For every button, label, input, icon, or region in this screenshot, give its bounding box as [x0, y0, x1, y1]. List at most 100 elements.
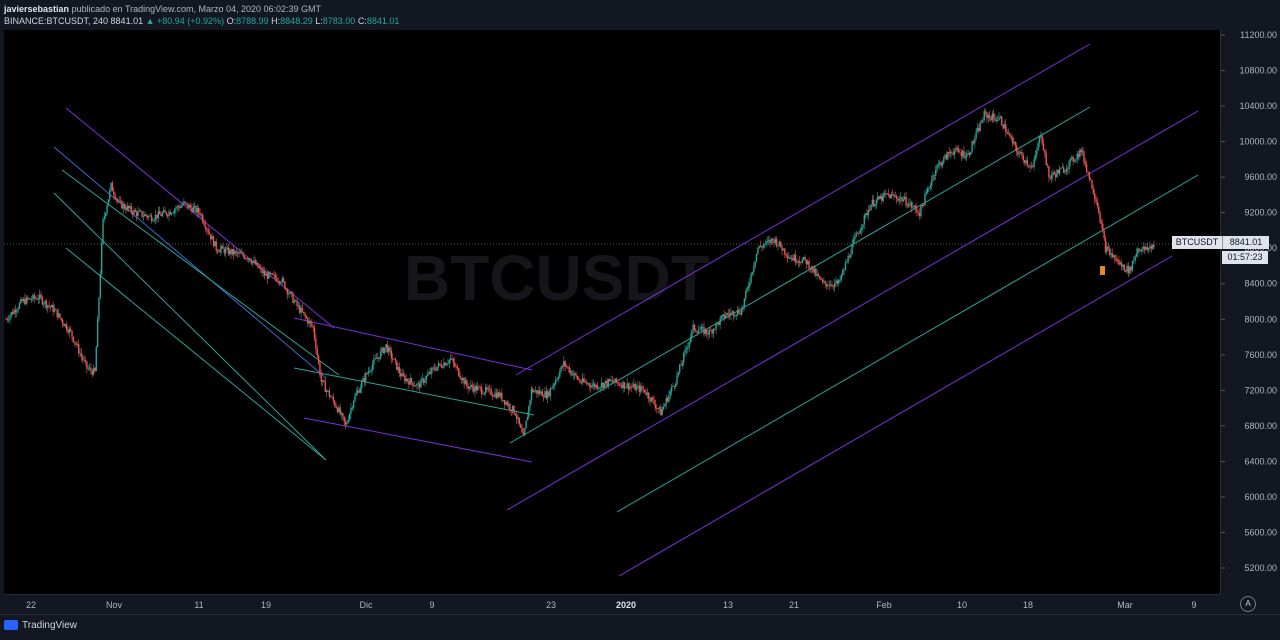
candle-body — [269, 272, 271, 275]
symbol-label[interactable]: BINANCE:BTCUSDT, 240 — [4, 16, 109, 26]
trend-line[interactable] — [618, 255, 1173, 577]
trend-lines[interactable] — [53, 43, 1199, 577]
candle-body — [565, 366, 568, 368]
trend-line[interactable] — [61, 169, 340, 376]
author-name[interactable]: javiersebastian — [4, 4, 70, 14]
auto-scale-button[interactable]: A — [1240, 596, 1256, 612]
candle-body — [1102, 224, 1104, 231]
candle-body — [410, 378, 413, 383]
candle-body — [978, 127, 980, 132]
candle-body — [137, 211, 139, 216]
candle-body — [762, 245, 764, 248]
candle-body — [561, 366, 564, 368]
candle-body — [284, 281, 286, 289]
candle-body — [598, 387, 600, 389]
candle-body — [765, 241, 767, 245]
candle-body — [1142, 246, 1144, 249]
candle-body — [521, 427, 523, 433]
candle-body — [1085, 164, 1088, 172]
candle-body — [757, 248, 759, 254]
candle-body — [436, 366, 438, 371]
candle-body — [734, 315, 736, 317]
candle-body — [30, 299, 33, 301]
candle-body — [802, 256, 805, 260]
candle-body — [750, 273, 752, 283]
candle-body — [726, 313, 728, 316]
candle-body — [123, 204, 126, 209]
candle-body — [53, 309, 56, 313]
candle-body — [336, 407, 339, 412]
candle-body — [948, 152, 950, 154]
candle-body — [972, 141, 975, 144]
time-axis-svg[interactable]: 22 Nov 11 19 Dic 9 23 2020 13 21 Feb 10 18 Mar 9 — [4, 595, 1220, 615]
candle-body — [1023, 160, 1026, 163]
candle-body — [753, 266, 755, 272]
trend-line[interactable] — [293, 367, 535, 416]
trend-line[interactable] — [293, 317, 533, 371]
candle-body — [633, 383, 635, 387]
candle-body — [405, 378, 407, 382]
candle-body — [759, 245, 762, 247]
candle-body — [451, 358, 453, 360]
candle-body — [646, 392, 649, 395]
candle-body — [437, 363, 440, 367]
candle-body — [80, 353, 83, 357]
candle-body — [373, 359, 375, 365]
candle-body — [823, 281, 825, 282]
candle-body — [926, 188, 929, 193]
candle-body — [162, 210, 165, 214]
candle-body — [133, 209, 135, 215]
candle-body — [1115, 259, 1117, 261]
candle-body — [637, 385, 639, 387]
candle-body — [689, 337, 692, 343]
candle-body — [226, 247, 228, 249]
candle-body — [371, 364, 374, 371]
candle-body — [1057, 169, 1060, 174]
trend-line[interactable] — [53, 192, 327, 461]
candle-body — [943, 157, 945, 163]
candle-body — [130, 206, 133, 212]
candle-body — [1063, 167, 1065, 173]
y-tick-label: 10400.00 — [1239, 101, 1277, 111]
candle-body — [1147, 247, 1150, 250]
trend-line[interactable] — [506, 110, 1199, 511]
trend-line[interactable] — [65, 247, 327, 461]
candle-body — [641, 386, 643, 390]
candle-body — [940, 162, 942, 166]
candle-body — [875, 199, 878, 205]
trend-line[interactable] — [53, 146, 327, 379]
candle-body — [918, 213, 921, 217]
candle-body — [745, 290, 747, 299]
candle-body — [140, 210, 142, 212]
candle-body — [83, 359, 85, 361]
candle-body — [990, 117, 992, 121]
trend-line[interactable] — [616, 174, 1199, 513]
candle-body — [276, 278, 278, 282]
candle-body — [282, 278, 285, 282]
candle-body — [421, 378, 424, 380]
candle-body — [246, 258, 248, 260]
candle-body — [701, 326, 704, 328]
price-axis-svg[interactable]: 11200.00 10800.00 10400.00 10000.00 9600.00 9… — [1221, 30, 1280, 594]
candle-body — [656, 408, 658, 409]
candle-body — [868, 210, 871, 212]
candle-body — [315, 338, 317, 350]
candle-body — [917, 212, 919, 214]
chart-pane[interactable]: BTCUSDT — [4, 30, 1220, 594]
candle-body — [988, 115, 991, 118]
candle-body — [642, 389, 645, 391]
time-axis[interactable]: 22 Nov 11 19 Dic 9 23 2020 13 21 Feb 10 18 Mar 9 — [4, 594, 1220, 615]
candle-body — [234, 251, 236, 255]
tradingview-logo[interactable]: TradingView — [4, 620, 77, 631]
candle-body — [358, 390, 360, 393]
candle-body — [594, 383, 596, 388]
candle-body — [1135, 253, 1138, 257]
trend-line[interactable] — [515, 43, 1091, 376]
candle-body — [254, 260, 256, 265]
price-axis[interactable]: 11200.00 10800.00 10400.00 10000.00 9600.00 9… — [1220, 30, 1280, 594]
chart-svg[interactable]: BTCUSDT — [4, 30, 1220, 594]
candle-body — [563, 361, 565, 367]
candle-body — [342, 413, 344, 417]
trend-line[interactable] — [303, 417, 533, 463]
candle-body — [1036, 150, 1038, 155]
